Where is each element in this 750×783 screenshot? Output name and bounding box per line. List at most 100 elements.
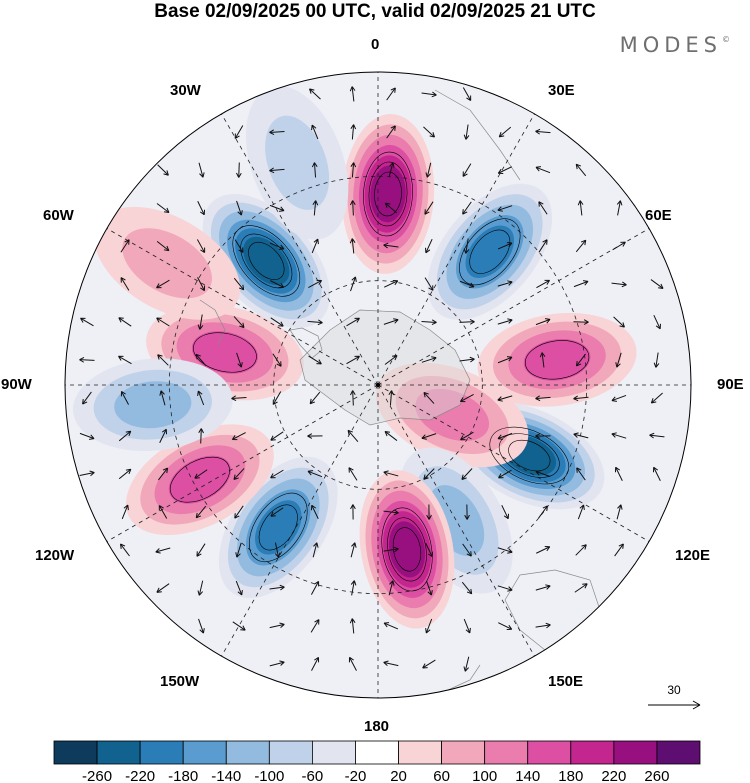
wind-vector bbox=[577, 200, 584, 216]
wind-vector bbox=[307, 470, 323, 478]
wind-vector-shaft bbox=[498, 126, 512, 138]
brand-logo: MODES© bbox=[620, 33, 730, 57]
wind-vector-head bbox=[197, 590, 204, 596]
wind-vector-head bbox=[354, 355, 360, 361]
wind-vector-shaft bbox=[425, 618, 433, 634]
anomaly-field bbox=[73, 85, 637, 629]
colorbar-tick-1: -220 bbox=[125, 768, 155, 783]
wind-vector-shaft bbox=[312, 542, 318, 558]
wind-vector-head bbox=[118, 355, 124, 361]
wind-vector bbox=[616, 504, 623, 520]
contour-line bbox=[459, 218, 521, 286]
wind-vector bbox=[198, 162, 205, 178]
wind-vector-shaft bbox=[234, 239, 244, 253]
wind-vector-shaft bbox=[196, 543, 206, 557]
wind-vector-shaft bbox=[118, 468, 132, 480]
wind-vector bbox=[195, 505, 207, 519]
wind-vector-head bbox=[161, 428, 168, 435]
wind-vector-shaft bbox=[423, 392, 435, 404]
anomaly-level bbox=[370, 165, 406, 223]
wind-vector bbox=[79, 432, 95, 440]
wind-vector-shaft bbox=[389, 390, 393, 406]
wind-vector-head bbox=[158, 505, 164, 511]
wind-vector bbox=[423, 391, 435, 404]
wind-vector-head bbox=[234, 133, 240, 139]
anomaly-cell-a14 bbox=[245, 85, 349, 240]
wind-vector-shaft bbox=[308, 280, 322, 288]
wind-vector-shaft bbox=[118, 355, 132, 365]
wind-vector-shaft bbox=[157, 354, 169, 366]
wind-vector-shaft bbox=[498, 622, 512, 630]
wind-vector-head bbox=[575, 163, 582, 170]
wind-vector-head bbox=[577, 200, 584, 206]
colorbar-tick-4: -100 bbox=[254, 768, 284, 783]
wind-vector bbox=[311, 162, 318, 178]
wind-vector-shaft bbox=[121, 504, 129, 520]
wind-vector bbox=[573, 280, 589, 288]
wind-vector bbox=[573, 319, 589, 325]
wind-vector-head bbox=[545, 622, 551, 629]
wind-vector-shaft bbox=[649, 434, 665, 438]
wind-vector-head bbox=[349, 86, 356, 92]
wind-vector bbox=[497, 205, 513, 212]
wind-vector-head bbox=[307, 433, 313, 439]
wind-vector-shaft bbox=[351, 86, 355, 102]
wind-vector-shaft bbox=[350, 542, 356, 558]
wind-vector bbox=[535, 622, 551, 629]
contour-line bbox=[363, 151, 413, 237]
wind-vector-shaft bbox=[270, 280, 284, 288]
wind-vector-head bbox=[307, 470, 314, 476]
wind-vector-head bbox=[619, 322, 625, 328]
wind-vector-shaft bbox=[156, 240, 170, 252]
colorbar-swatch-11 bbox=[527, 740, 572, 765]
wind-vector-head bbox=[507, 318, 513, 324]
wind-vector bbox=[233, 468, 245, 481]
wind-vector-shaft bbox=[536, 279, 550, 289]
wind-vector-head bbox=[383, 622, 390, 628]
wind-vector bbox=[350, 276, 357, 292]
wind-vector-head bbox=[545, 584, 551, 590]
wind-vector bbox=[577, 504, 585, 520]
wind-vector bbox=[234, 125, 244, 139]
wind-vector-shaft bbox=[459, 358, 475, 362]
wind-vector bbox=[535, 395, 551, 402]
colorbar-swatch-1 bbox=[96, 740, 141, 765]
wind-vector-head bbox=[506, 624, 513, 631]
wind-vector-shaft bbox=[462, 201, 472, 215]
wind-vector-shaft bbox=[351, 238, 355, 254]
wind-vector bbox=[462, 543, 472, 557]
wind-vector-head bbox=[240, 625, 246, 631]
wind-vector-shaft bbox=[232, 432, 246, 440]
wind-vector-head bbox=[197, 390, 203, 397]
wind-vector-shaft bbox=[425, 238, 433, 254]
wind-vector-head bbox=[125, 468, 132, 475]
wind-vector bbox=[350, 580, 357, 596]
wind-vector-shaft bbox=[575, 163, 587, 177]
wind-vector bbox=[424, 201, 434, 215]
wind-vector-head bbox=[79, 357, 85, 363]
wind-vector-head bbox=[162, 467, 169, 474]
wind-vector-head bbox=[463, 248, 470, 254]
wind-vector-shaft bbox=[461, 468, 473, 480]
wind-vector bbox=[270, 317, 284, 327]
wind-vector-shaft bbox=[155, 547, 171, 553]
wind-vector-head bbox=[503, 513, 510, 520]
wind-vector-shaft bbox=[538, 505, 548, 519]
wind-vector-shaft bbox=[200, 428, 202, 444]
wind-vector-shaft bbox=[575, 544, 587, 556]
colorbar-swatch-2 bbox=[139, 740, 184, 765]
wind-vector-head bbox=[349, 200, 356, 206]
wind-vector-head bbox=[618, 543, 624, 549]
wind-vector-shaft bbox=[157, 164, 169, 176]
wind-vector-head bbox=[538, 201, 544, 207]
wind-vector-head bbox=[351, 276, 357, 282]
anomaly-cell-a8 bbox=[218, 456, 338, 599]
wind-vector-head bbox=[309, 398, 316, 405]
wind-vector-head bbox=[575, 360, 582, 367]
colorbar-swatch-6 bbox=[311, 740, 356, 765]
wind-vector-shaft bbox=[79, 359, 95, 361]
anomaly-cell-a13 bbox=[73, 358, 233, 452]
wind-vector-head bbox=[462, 171, 468, 177]
wind-vector-head bbox=[354, 317, 360, 323]
wind-vector-head bbox=[237, 362, 243, 368]
